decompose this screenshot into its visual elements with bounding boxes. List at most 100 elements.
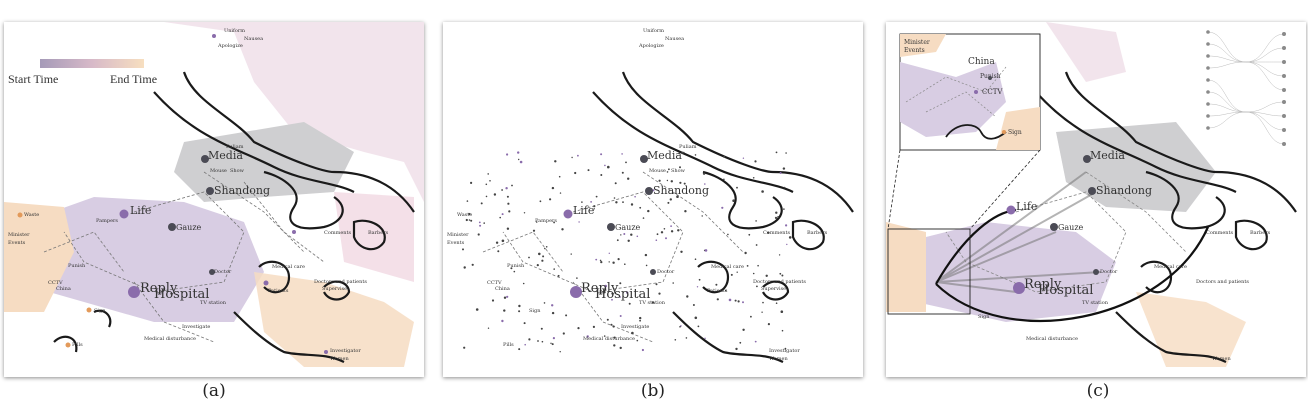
event-dot: [642, 217, 645, 219]
event-dot: [593, 208, 595, 210]
event-dot: [477, 233, 480, 236]
event-dot: [775, 211, 778, 214]
event-dot: [485, 183, 488, 186]
panel-b: Uniform Nausea Apologize Media Puliam Mo…: [443, 22, 863, 377]
event-dot: [552, 337, 555, 340]
label-doctor: Doctor: [214, 269, 232, 275]
event-dot: [505, 187, 508, 190]
event-dot: [692, 304, 695, 306]
inset-label-sign: Sign: [1008, 129, 1022, 136]
event-dot: [704, 183, 706, 185]
event-dot: [750, 315, 752, 318]
event-dot: [668, 168, 670, 171]
event-dot: [549, 198, 552, 201]
event-dot: [752, 272, 755, 275]
event-dot: [644, 253, 648, 257]
label-medical-disturbance: Medical disturbance: [583, 336, 635, 342]
event-dot: [621, 153, 623, 155]
event-dot: [786, 243, 788, 246]
label-pills: Pills: [72, 342, 83, 348]
label-doctor: Doctor: [1100, 269, 1118, 275]
event-dot: [660, 231, 664, 234]
caption-b: (b): [640, 381, 666, 401]
event-dot: [610, 323, 613, 326]
label-hospital: Hospital: [154, 287, 209, 302]
event-dot: [636, 235, 639, 238]
event-dot: [608, 261, 610, 263]
event-dot: [607, 165, 610, 169]
event-dot: [723, 155, 726, 158]
event-dot: [670, 180, 673, 183]
event-dot: [465, 218, 468, 222]
event-dot: [634, 195, 636, 198]
event-dot: [617, 258, 620, 261]
event-dot: [639, 206, 642, 209]
event-dot: [614, 182, 617, 185]
event-dot: [754, 340, 757, 343]
event-dot: [593, 205, 596, 208]
label-media: Media: [647, 149, 682, 162]
event-dot: [719, 289, 722, 292]
event-dot: [694, 316, 698, 320]
event-dot: [685, 337, 688, 339]
label-puliam: Puliam: [679, 144, 697, 150]
label-sign: Sign: [529, 308, 541, 314]
event-dot: [680, 250, 683, 253]
label-waste: Waste: [457, 212, 472, 218]
label-reply: Reply: [140, 281, 178, 296]
event-dot: [785, 152, 787, 154]
event-dot: [742, 301, 744, 304]
label-gauze: Gauze: [176, 223, 202, 232]
event-dot: [788, 236, 792, 239]
map-c: Media Shandong Life Gauze Reply Hospital…: [886, 22, 1297, 367]
label-doctors-patients: Doctors and patients: [314, 279, 367, 285]
event-dot: [478, 221, 481, 224]
event-dot: [694, 258, 697, 260]
event-dot: [470, 219, 473, 222]
event-dot: [704, 249, 708, 252]
event-dot: [625, 161, 627, 164]
event-dot: [471, 263, 474, 266]
event-dot: [508, 210, 511, 213]
event-dot: [524, 343, 526, 346]
event-dot: [501, 319, 504, 323]
event-dot: [613, 197, 616, 199]
event-dot: [577, 327, 580, 330]
label-apologize: Apologize: [217, 43, 243, 49]
event-dot: [539, 200, 542, 203]
event-dot: [739, 341, 742, 344]
label-reply: Reply: [581, 281, 619, 296]
event-dot: [574, 171, 577, 175]
label-supervise: Supervise: [761, 286, 786, 292]
panel-a: Start Time End Time Uniform Nausea Apolo…: [4, 22, 424, 377]
event-dot: [663, 228, 666, 230]
event-dot: [470, 181, 473, 184]
label-gauze: Gauze: [1058, 223, 1084, 232]
label-supervise: Supervise: [322, 286, 347, 292]
event-dot: [647, 209, 650, 213]
event-dot: [774, 216, 778, 219]
event-dot: [658, 179, 661, 182]
event-dot: [626, 291, 629, 294]
event-dot: [757, 264, 759, 267]
legend-gradient-bar: [40, 59, 144, 68]
label-doctors-patients: Doctors and patients: [753, 279, 806, 285]
event-dot: [742, 328, 745, 331]
label-pampers: Pampers: [96, 218, 118, 224]
label-tv-station: TV station: [639, 300, 666, 306]
label-comments: Comments: [1206, 230, 1234, 236]
event-dot: [656, 233, 659, 236]
event-dot: [554, 160, 557, 163]
label-waste: Waste: [24, 212, 39, 218]
event-dot: [487, 173, 489, 175]
label-hospital: Hospital: [595, 287, 650, 302]
event-dot: [778, 254, 781, 256]
event-dot: [571, 156, 573, 159]
event-dot: [666, 171, 669, 173]
event-dot: [565, 314, 568, 317]
event-dot: [755, 244, 758, 246]
event-dot: [780, 310, 784, 314]
label-uniform: Uniform: [643, 28, 664, 34]
label-shandong: Shandong: [653, 184, 709, 197]
event-dot: [679, 326, 681, 328]
